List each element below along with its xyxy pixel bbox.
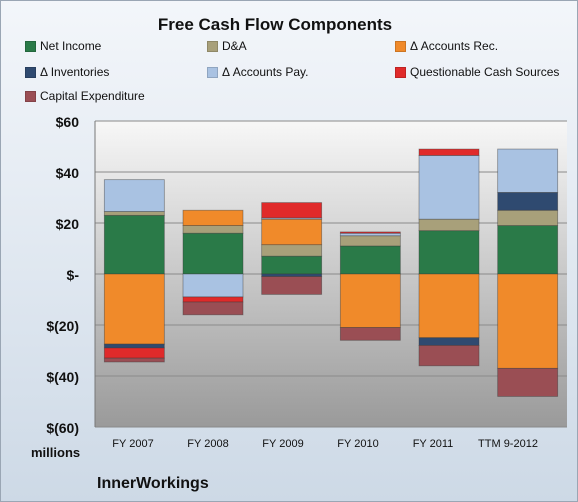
bar-segment bbox=[261, 244, 323, 257]
bar-segment bbox=[182, 301, 244, 316]
bar-segment bbox=[103, 343, 165, 349]
legend-swatch bbox=[207, 40, 218, 52]
bar-segment bbox=[339, 273, 401, 328]
bar-segment bbox=[261, 276, 323, 295]
bar-segment bbox=[418, 273, 480, 339]
bar-segment bbox=[103, 211, 165, 216]
x-tick-label: FY 2007 bbox=[112, 438, 154, 450]
x-tick-label: FY 2010 bbox=[337, 438, 379, 450]
bar-segment bbox=[418, 337, 480, 346]
y-tick-label: $(40) bbox=[46, 369, 79, 385]
bar-segment bbox=[497, 273, 559, 369]
bar-segment bbox=[261, 255, 323, 275]
legend-label: D&A bbox=[222, 39, 247, 53]
bar-segment bbox=[418, 230, 480, 275]
bar-segment bbox=[103, 273, 165, 345]
units-label: millions bbox=[31, 445, 81, 460]
x-tick-label: FY 2009 bbox=[262, 438, 304, 450]
bar-segment bbox=[103, 214, 165, 275]
x-tick-label: FY 2011 bbox=[412, 438, 454, 450]
legend-label: Δ Accounts Pay. bbox=[222, 65, 309, 79]
bar-segment bbox=[103, 357, 165, 363]
bar-segment bbox=[418, 344, 480, 367]
bar-segment bbox=[497, 225, 559, 275]
legend-item-accounts-pay: Δ Accounts Pay. bbox=[207, 65, 309, 79]
legend-label: Δ Accounts Rec. bbox=[410, 39, 499, 53]
legend-label: Net Income bbox=[40, 39, 102, 53]
legend-label: Δ Inventories bbox=[40, 65, 110, 79]
bar-segment bbox=[182, 225, 244, 234]
legend-swatch bbox=[25, 90, 36, 102]
legend-swatch bbox=[395, 66, 406, 78]
bar-segment bbox=[339, 245, 401, 275]
legend-swatch bbox=[25, 66, 36, 78]
legend-item-da: D&A bbox=[207, 39, 247, 53]
y-tick-label: $60 bbox=[55, 114, 79, 130]
legend-item-net-income: Net Income bbox=[25, 39, 101, 53]
legend-swatch bbox=[25, 40, 36, 52]
bar-segment bbox=[497, 367, 559, 397]
bar-segment bbox=[339, 231, 401, 234]
bar-segment bbox=[497, 191, 559, 211]
legend-label: Capital Expenditure bbox=[40, 89, 145, 103]
legend-swatch bbox=[207, 66, 218, 78]
bar-segment bbox=[103, 347, 165, 359]
bar-segment bbox=[261, 202, 323, 219]
bar-segment bbox=[103, 179, 165, 212]
bar-segment bbox=[418, 218, 480, 232]
y-tick-label: $(60) bbox=[46, 420, 79, 436]
legend-swatch bbox=[395, 40, 406, 52]
bar-segment bbox=[339, 235, 401, 247]
bar-segment bbox=[182, 296, 244, 303]
y-tick-label: $20 bbox=[55, 216, 79, 232]
legend-item-questionable-cash: Questionable Cash Sources bbox=[395, 65, 559, 79]
bar-segment bbox=[497, 209, 559, 226]
x-tick-label: TTM 9-2012 bbox=[478, 438, 538, 450]
y-tick-label: $(20) bbox=[46, 318, 79, 334]
bar-segment bbox=[418, 155, 480, 220]
legend-item-accounts-rec: Δ Accounts Rec. bbox=[395, 39, 498, 53]
y-tick-label: $40 bbox=[55, 165, 79, 181]
y-tick-label: $- bbox=[66, 267, 79, 283]
bar-segment bbox=[261, 218, 323, 246]
legend-label: Questionable Cash Sources bbox=[410, 65, 560, 79]
bar-segment bbox=[182, 232, 244, 275]
company-name: InnerWorkings bbox=[97, 475, 209, 492]
chart-title: Free Cash Flow Components bbox=[157, 15, 393, 34]
legend-item-inventories: Δ Inventories bbox=[25, 65, 109, 79]
legend-item-capex: Capital Expenditure bbox=[25, 89, 145, 103]
bar-segment bbox=[418, 148, 480, 156]
bar-segment bbox=[182, 273, 244, 298]
bar-segment bbox=[339, 327, 401, 341]
x-tick-label: FY 2008 bbox=[187, 438, 229, 450]
bar-segment bbox=[497, 148, 559, 193]
bar-segment bbox=[182, 209, 244, 226]
